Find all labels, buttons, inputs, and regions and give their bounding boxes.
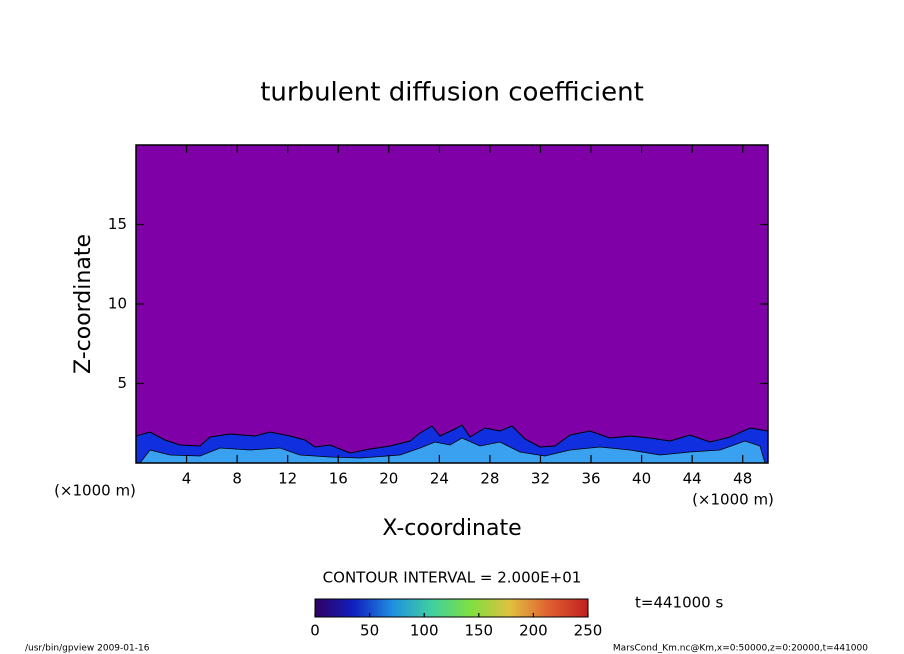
x-tick-label: 48 xyxy=(733,470,752,488)
colorbar-tick-label: 100 xyxy=(410,622,439,640)
contour-fill xyxy=(139,437,766,464)
footer-right: MarsCond_Km.nc@Km,x=0:50000,z=0:20000,t=… xyxy=(613,644,868,654)
y-axis-label: Z-coordinate xyxy=(71,234,96,374)
colorbar-tick-label: 200 xyxy=(519,622,548,640)
x-tick-label: 4 xyxy=(182,470,192,488)
colorbar-tick-label: 250 xyxy=(574,622,603,640)
x-tick-label: 32 xyxy=(531,470,550,488)
colorbar-tick-label: 50 xyxy=(360,622,379,640)
y-tick-label: 15 xyxy=(108,215,127,233)
y-tick-label: 5 xyxy=(117,374,127,392)
y-unit-label: (×1000 m) xyxy=(54,482,136,500)
x-tick-label: 12 xyxy=(278,470,297,488)
colorbar xyxy=(314,598,589,618)
colorbar-tick-label: 0 xyxy=(310,622,320,640)
x-unit-label: (×1000 m) xyxy=(692,491,774,509)
x-tick-label: 16 xyxy=(329,470,348,488)
plot-field xyxy=(136,145,768,463)
x-tick-label: 44 xyxy=(683,470,702,488)
contour-interval: CONTOUR INTERVAL = 2.000E+01 xyxy=(323,569,582,587)
x-tick-label: 24 xyxy=(430,470,449,488)
x-tick-label: 40 xyxy=(632,470,651,488)
x-tick-label: 8 xyxy=(232,470,242,488)
y-tick-label: 10 xyxy=(108,295,127,313)
chart-title: turbulent diffusion coefficient xyxy=(260,78,644,108)
x-axis-label: X-coordinate xyxy=(382,516,521,541)
x-tick-label: 36 xyxy=(581,470,600,488)
x-tick-label: 20 xyxy=(379,470,398,488)
time-label: t=441000 s xyxy=(635,594,723,612)
footer-left: /usr/bin/gpview 2009-01-16 xyxy=(25,644,150,654)
colorbar-tick-label: 150 xyxy=(464,622,493,640)
x-tick-label: 28 xyxy=(480,470,499,488)
